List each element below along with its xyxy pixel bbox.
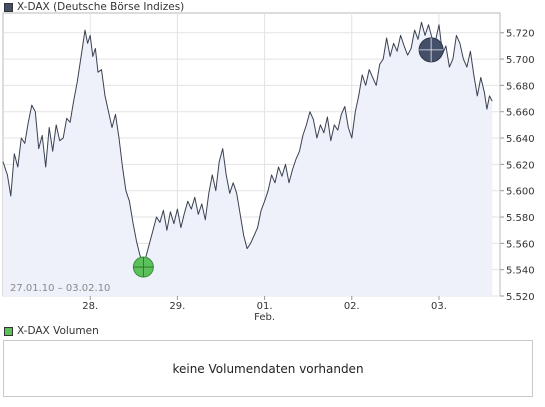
y-tick-label: 5.600 [506,187,535,198]
x-tick-label: 03. [431,301,447,312]
price-legend-label: X-DAX (Deutsche Börse Indizes) [17,1,185,13]
price-legend-swatch [4,2,13,12]
y-tick-label: 5.540 [506,266,535,277]
price-legend: X-DAX (Deutsche Börse Indizes) [4,1,184,13]
y-tick-label: 5.560 [506,239,535,250]
date-range-label: 27.01.10 – 03.02.10 [10,283,110,294]
x-tick-label: 02. [344,301,360,312]
y-tick-label: 5.720 [506,29,535,40]
y-tick-label: 5.680 [506,81,535,92]
y-tick-label: 5.660 [506,108,535,119]
price-chart: 5.520 5.540 5.560 5.580 5.600 5.620 5.640 5.660… [2,12,535,323]
volume-legend: X-DAX Volumen [4,325,99,337]
x-tick-label: 01. [257,301,273,312]
y-tick-label: 5.580 [506,213,535,224]
series-area [3,22,493,296]
x-tick-label: 29. [169,301,185,312]
y-tick-label: 5.520 [506,292,535,303]
y-tick-label: 5.620 [506,160,535,171]
x-tick-sublabel: Feb. [254,312,275,323]
volume-panel: keine Volumendaten vorhanden [3,340,533,397]
y-tick-label: 5.700 [506,55,535,66]
x-tick-label: 28. [82,301,98,312]
series-line [2,21,493,265]
y-tick-label: 5.640 [506,134,535,145]
volume-legend-swatch [4,326,13,336]
volume-legend-label: X-DAX Volumen [17,325,99,337]
volume-empty-message: keine Volumendaten vorhanden [172,361,364,376]
